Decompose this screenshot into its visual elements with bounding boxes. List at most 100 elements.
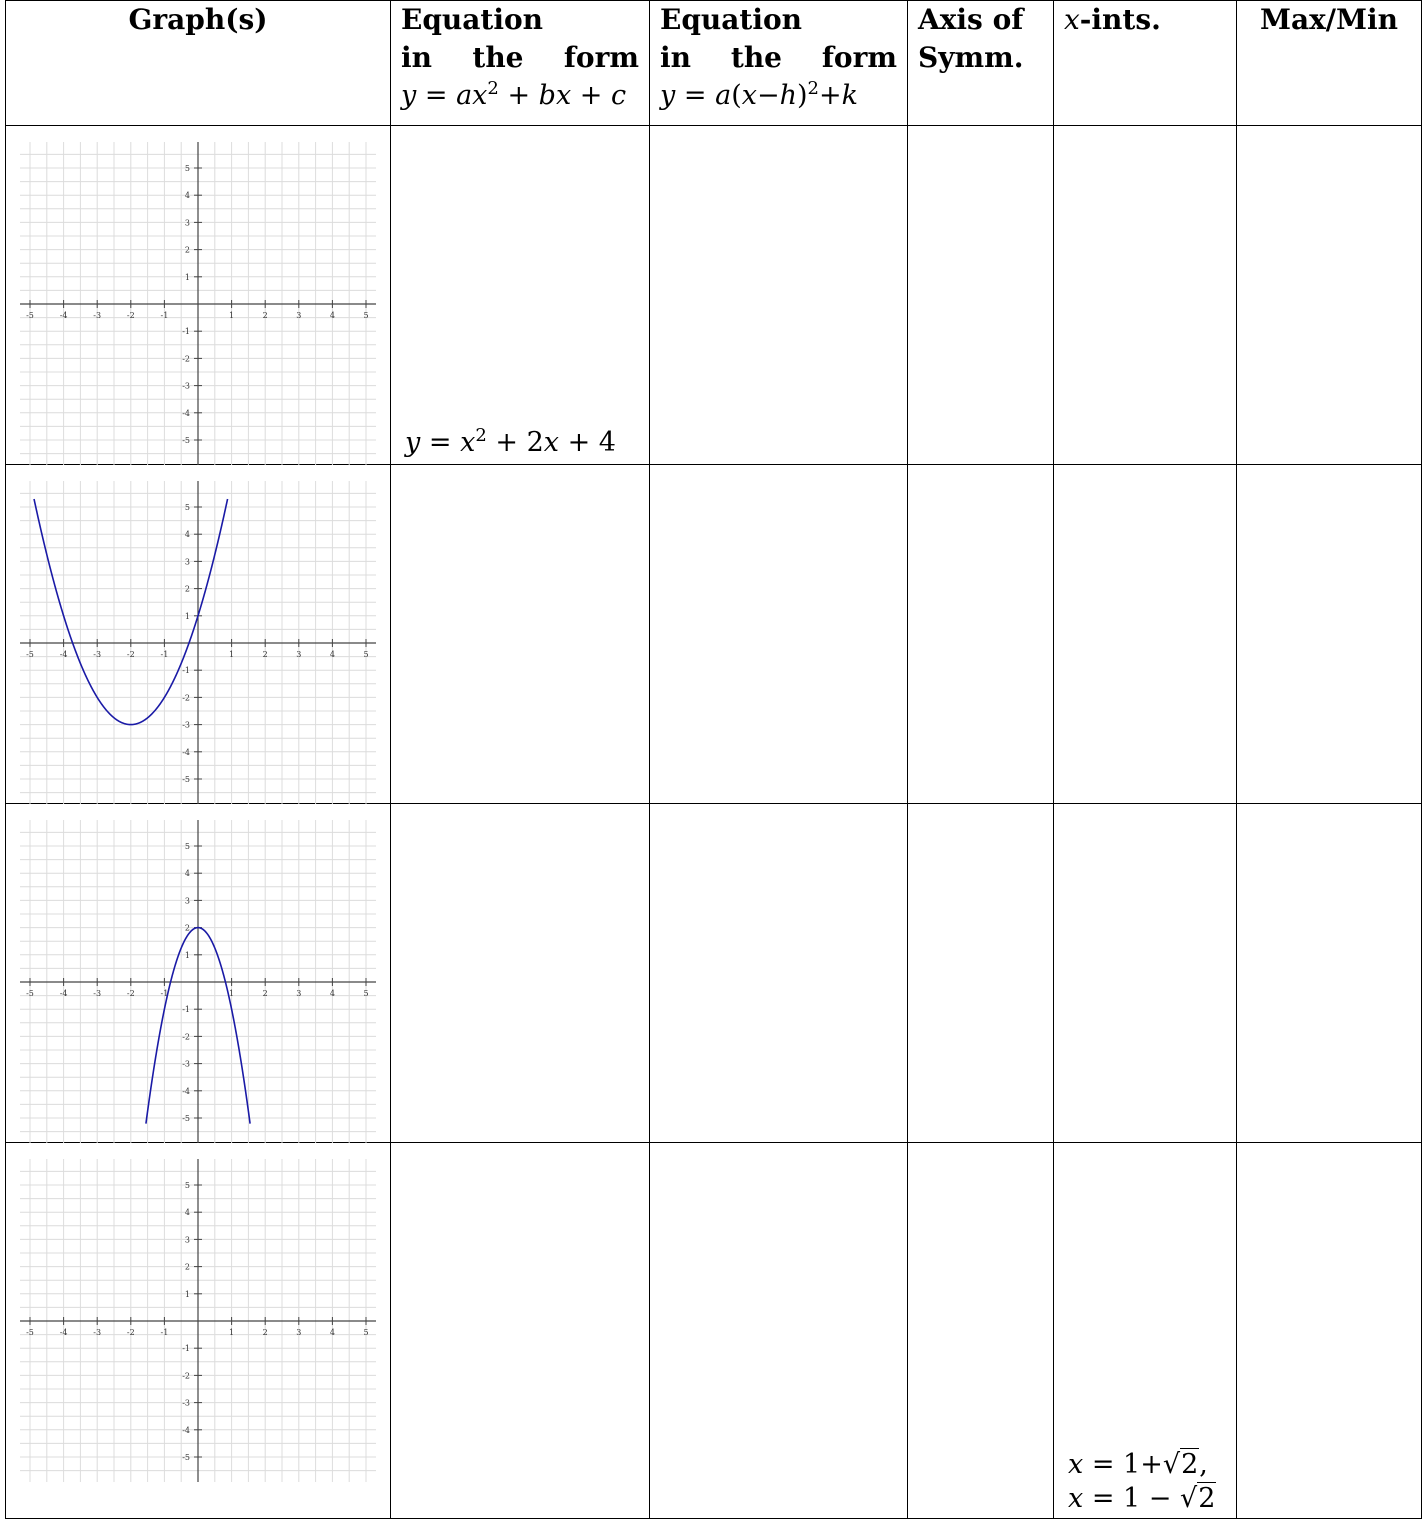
y-tick-label: -1 [182, 1344, 190, 1353]
y-tick-label: 4 [185, 1208, 190, 1217]
parabola-curve [145, 926, 251, 1124]
y-tick-label: 5 [185, 842, 190, 851]
axis-cell[interactable] [907, 803, 1054, 1143]
y-tick-label: -5 [182, 775, 190, 784]
x-ints-cell[interactable] [1053, 803, 1237, 1143]
y-tick-label: 2 [185, 1263, 190, 1272]
y-tick-label: 2 [185, 924, 190, 933]
x-tick-label: 4 [330, 989, 335, 998]
x-tick-label: 5 [363, 650, 368, 659]
table-row: -5 -4 -3 -2 -1 1 2 3 4 5 5 4 3 2 1 -1 -2 -3 -4 -5 [5, 464, 1422, 804]
x-int-1: x = 1+√2, [1068, 1448, 1208, 1480]
x-tick-label: 2 [263, 989, 268, 998]
x-tick-label: 5 [363, 1328, 368, 1337]
x-tick-label: 2 [263, 1328, 268, 1337]
y-tick-label: 1 [185, 1290, 190, 1299]
coordinate-grid: -5 -4 -3 -2 -1 1 2 3 4 5 5 4 3 2 1 -1 -2 -3 -4 -5 [20, 1159, 376, 1482]
max-min-cell[interactable] [1236, 1142, 1422, 1519]
x-tick-label: 3 [296, 989, 301, 998]
y-tick-label: -5 [182, 1114, 190, 1123]
y-tick-label: -2 [182, 1371, 190, 1380]
x-tick-label: -2 [127, 650, 135, 659]
header-axis-of-symmetry: Axis of Symm. [907, 0, 1054, 126]
vertex-form-cell[interactable] [649, 125, 908, 465]
y-tick-label: -1 [182, 1005, 190, 1014]
y-tick-label: -1 [182, 666, 190, 675]
coordinate-grid: -5 -4 -3 -2 -1 1 2 3 4 5 5 4 3 2 1 -1 -2 -3 -4 -5 [20, 481, 376, 804]
vertex-form-formula: y = a(x−h)2+k [660, 78, 858, 112]
y-tick-label: 1 [185, 951, 190, 960]
vertex-form-cell[interactable] [649, 803, 908, 1143]
axis-cell[interactable] [907, 464, 1054, 804]
x-tick-label: -4 [60, 650, 68, 659]
worksheet-table: Graph(s) Equation in the form y = ax2 + bx… [5, 0, 1422, 1519]
y-tick-label: 5 [185, 1181, 190, 1190]
x-tick-label: 4 [330, 650, 335, 659]
x-tick-label: -3 [93, 989, 101, 998]
max-min-cell[interactable] [1236, 464, 1422, 804]
standard-form-cell[interactable] [390, 803, 650, 1143]
graph-cell: -5 -4 -3 -2 -1 1 2 3 4 5 5 4 3 2 1 -1 -2 -3 -4 -5 [5, 464, 391, 804]
y-tick-label: -4 [182, 409, 190, 418]
x-tick-label: 3 [296, 1328, 301, 1337]
x-tick-label: -1 [161, 311, 169, 320]
x-int-2: x = 1 − √2 [1068, 1482, 1217, 1514]
vertex-form-cell[interactable] [649, 464, 908, 804]
y-tick-label: 1 [185, 612, 190, 621]
y-tick-label: 4 [185, 191, 190, 200]
axis-cell[interactable] [907, 1142, 1054, 1519]
y-tick-label: 3 [185, 557, 190, 566]
y-tick-label: -4 [182, 1426, 190, 1435]
x-tick-label: -4 [60, 989, 68, 998]
x-tick-label: -4 [60, 311, 68, 320]
x-tick-label: -1 [161, 989, 169, 998]
standard-form-cell[interactable]: y = x2 + 2x + 4 [390, 125, 650, 465]
standard-form-cell[interactable] [390, 464, 650, 804]
standard-form-cell[interactable] [390, 1142, 650, 1519]
y-tick-label: -3 [182, 721, 190, 730]
y-tick-label: 4 [185, 530, 190, 539]
table-row: -5 -4 -3 -2 -1 1 2 3 4 5 5 4 3 2 1 -1 -2 -3 -4 -5 x = 1+√2,… [5, 1142, 1422, 1519]
x-tick-label: 2 [263, 650, 268, 659]
x-tick-label: -3 [93, 311, 101, 320]
max-min-cell[interactable] [1236, 803, 1422, 1143]
coordinate-grid: -5 -4 -3 -2 -1 1 2 3 4 5 5 4 3 2 1 -1 -2 -3 -4 -5 [20, 820, 376, 1143]
y-tick-label: -3 [182, 1399, 190, 1408]
y-tick-label: -2 [182, 693, 190, 702]
y-tick-label: -3 [182, 382, 190, 391]
x-tick-label: -5 [26, 650, 34, 659]
graph-cell: -5 -4 -3 -2 -1 1 2 3 4 5 5 4 3 2 1 -1 -2 -3 -4 -5 [5, 1142, 391, 1519]
table-row: -5 -4 -3 -2 -1 1 2 3 4 5 5 4 3 2 1 -1 -2 -3 -4 -5 [5, 803, 1422, 1143]
x-tick-label: -5 [26, 1328, 34, 1337]
standard-form-answer: y = x2 + 2x + 4 [405, 425, 616, 459]
x-tick-label: -1 [161, 650, 169, 659]
header-standard-form: Equation in the form y = ax2 + bx + c [390, 0, 650, 126]
max-min-cell[interactable] [1236, 125, 1422, 465]
x-ints-cell[interactable] [1053, 125, 1237, 465]
standard-form-formula: y = ax2 + bx + c [401, 78, 627, 112]
x-tick-label: 1 [229, 650, 234, 659]
parabola-curve [33, 498, 229, 726]
x-tick-label: 1 [229, 311, 234, 320]
y-tick-label: -1 [182, 327, 190, 336]
header-graph: Graph(s) [5, 0, 391, 126]
y-tick-label: 3 [185, 1235, 190, 1244]
x-tick-label: 2 [263, 311, 268, 320]
x-ints-cell[interactable]: x = 1+√2, x = 1 − √2 [1053, 1142, 1237, 1519]
x-ints-cell[interactable] [1053, 464, 1237, 804]
y-tick-label: 2 [185, 246, 190, 255]
vertex-form-cell[interactable] [649, 1142, 908, 1519]
y-tick-label: -4 [182, 748, 190, 757]
x-tick-label: -2 [127, 311, 135, 320]
y-tick-label: -5 [182, 436, 190, 445]
table-row: -5 -4 -3 -2 -1 1 2 3 4 5 5 4 3 2 1 -1 -2 -3 -4 -5 y = x2 + … [5, 125, 1422, 465]
axis-cell[interactable] [907, 125, 1054, 465]
x-tick-label: 3 [296, 650, 301, 659]
header-vertex-form: Equation in the form y = a(x−h)2+k [649, 0, 908, 126]
x-tick-label: -2 [127, 989, 135, 998]
x-tick-label: 4 [330, 1328, 335, 1337]
graph-cell: -5 -4 -3 -2 -1 1 2 3 4 5 5 4 3 2 1 -1 -2 -3 -4 -5 [5, 803, 391, 1143]
y-tick-label: 2 [185, 585, 190, 594]
x-tick-label: 1 [229, 989, 234, 998]
header-row: Graph(s) Equation in the form y = ax2 + bx… [5, 0, 1422, 126]
